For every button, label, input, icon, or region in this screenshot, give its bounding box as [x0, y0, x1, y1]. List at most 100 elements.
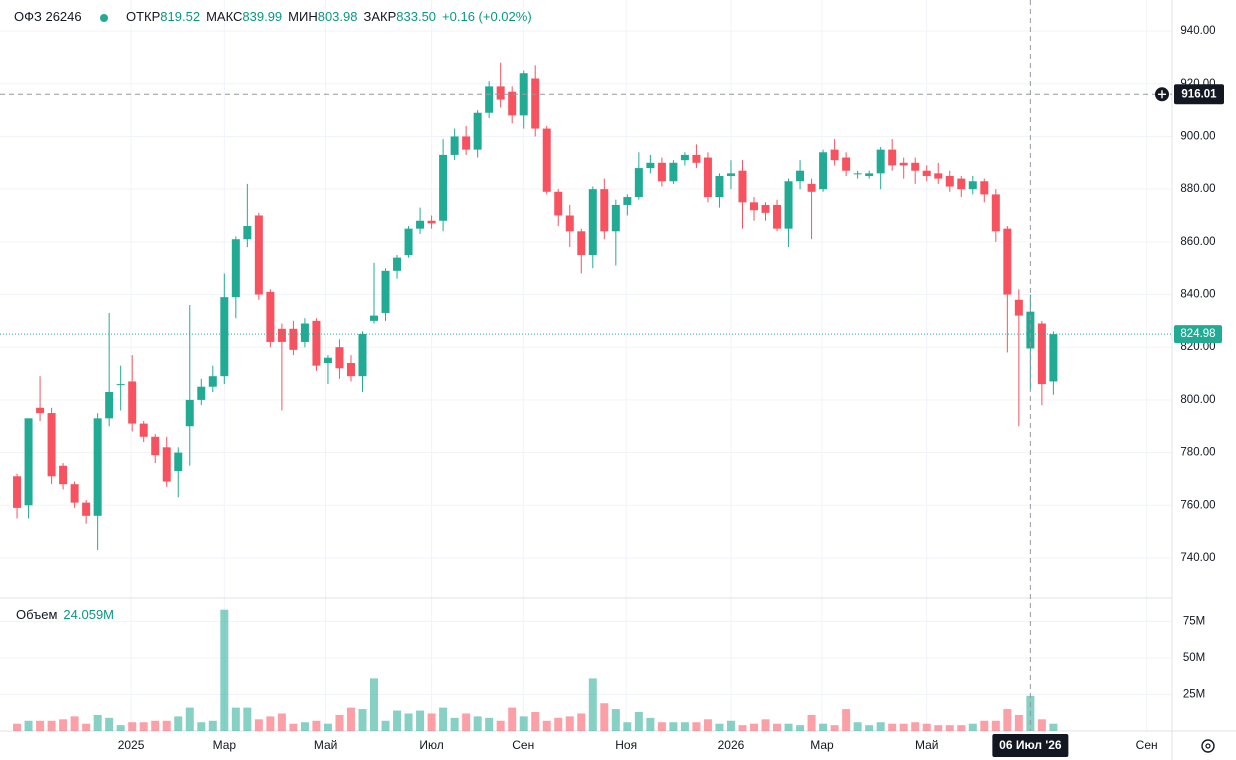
- volume-bar: [508, 707, 517, 731]
- volume-bar: [911, 722, 920, 731]
- candle-body: [830, 149, 839, 161]
- y-tick-label: 820.00: [1180, 341, 1215, 353]
- volume-bar: [128, 722, 137, 731]
- candle-body: [485, 86, 494, 113]
- candle-body: [416, 220, 425, 229]
- candle-body: [554, 191, 563, 216]
- low-label: МИН: [288, 9, 318, 24]
- candle-body: [473, 112, 482, 150]
- volume-bar: [1037, 719, 1046, 731]
- y-tick-label: 740.00: [1180, 552, 1215, 564]
- volume-bar: [577, 713, 586, 731]
- candle-body: [646, 162, 655, 169]
- settings-icon[interactable]: [1201, 739, 1215, 753]
- volume-bar: [70, 716, 79, 731]
- candle-body: [819, 152, 828, 190]
- candle-body: [370, 315, 379, 321]
- candle-body: [427, 220, 436, 224]
- volume-bar: [13, 723, 22, 731]
- volume-tick-label: 25M: [1183, 688, 1205, 700]
- candle-body: [865, 173, 874, 176]
- volume-tick-label: 75M: [1183, 615, 1205, 627]
- add-alert-plus: [1158, 90, 1166, 99]
- candle-body: [220, 297, 229, 377]
- candle-body: [888, 149, 897, 166]
- candle-body: [358, 334, 367, 377]
- volume-bar: [82, 723, 91, 731]
- candle-body: [289, 328, 298, 350]
- volume-bar: [991, 720, 1000, 731]
- crosshair-price-box: [1174, 84, 1224, 105]
- candle-body: [853, 173, 862, 175]
- volume-bar: [174, 716, 183, 731]
- volume-bar: [208, 720, 217, 731]
- volume-value: 24.059M: [63, 607, 114, 622]
- volume-bar: [427, 713, 436, 731]
- y-tick-label: 800.00: [1180, 394, 1215, 406]
- x-tick-label: Сен: [512, 738, 534, 752]
- volume-bar: [945, 725, 954, 731]
- volume-bar: [24, 720, 33, 731]
- candle-body: [393, 257, 402, 271]
- candle-body: [784, 181, 793, 229]
- volume-bar: [473, 716, 482, 731]
- volume-bar: [773, 723, 782, 731]
- candle-body: [623, 197, 632, 205]
- candle-body: [404, 228, 413, 256]
- candle-body: [162, 447, 171, 482]
- candle-body: [899, 162, 908, 166]
- chart-title: ОФЗ 26246: [14, 9, 82, 24]
- volume-bar: [784, 723, 793, 731]
- last-price-box: [1174, 325, 1222, 344]
- y-tick-label: 760.00: [1180, 499, 1215, 511]
- volume-bar: [300, 722, 309, 731]
- y-tick-label: 840.00: [1180, 289, 1215, 301]
- volume-tick-label: 50M: [1183, 652, 1205, 664]
- candle-body: [36, 407, 45, 414]
- candle-body: [243, 226, 252, 240]
- candle-body: [531, 78, 540, 129]
- high-value: 839.99: [242, 9, 282, 24]
- candle-body: [761, 204, 770, 213]
- volume-bar: [1003, 709, 1012, 731]
- volume-bar: [370, 678, 379, 731]
- candle-body: [47, 413, 56, 477]
- volume-bar: [588, 678, 597, 731]
- candle-body: [842, 157, 851, 171]
- candle-body: [13, 476, 22, 508]
- x-tick-label: 2025: [118, 738, 145, 752]
- candle-body: [93, 418, 102, 516]
- candle-body: [922, 170, 931, 176]
- candle-body: [565, 215, 574, 232]
- volume-bar: [934, 725, 943, 731]
- volume-bar: [1014, 714, 1023, 731]
- candle-body: [116, 384, 125, 386]
- volume-bar: [47, 720, 56, 731]
- candle-body: [197, 386, 206, 400]
- volume-bar: [462, 713, 471, 731]
- candle-body: [773, 204, 782, 229]
- volume-bar: [669, 722, 678, 731]
- volume-bar: [93, 714, 102, 731]
- volume-name: Объем: [16, 607, 57, 622]
- settings-icon-center: [1205, 743, 1211, 749]
- y-tick-label: 940.00: [1180, 25, 1215, 37]
- x-tick-label: Сен: [1136, 738, 1158, 752]
- candle-body: [277, 328, 286, 342]
- volume-bar: [254, 719, 263, 731]
- volume-bar: [531, 712, 540, 731]
- volume-bar: [796, 725, 805, 731]
- candle-body: [381, 270, 390, 313]
- volume-bar: [922, 723, 931, 731]
- candle-body: [980, 181, 989, 195]
- volume-bar: [381, 720, 390, 731]
- y-tick-label: 780.00: [1180, 447, 1215, 459]
- candle-body: [439, 154, 448, 221]
- volume-bar: [542, 720, 551, 731]
- candle-body: [692, 154, 701, 163]
- candle-body: [70, 484, 79, 503]
- crosshair-date-label: 06 Июл '26: [999, 738, 1062, 752]
- candle-body: [750, 202, 759, 211]
- volume-bar: [680, 722, 689, 731]
- candle-body: [300, 323, 309, 342]
